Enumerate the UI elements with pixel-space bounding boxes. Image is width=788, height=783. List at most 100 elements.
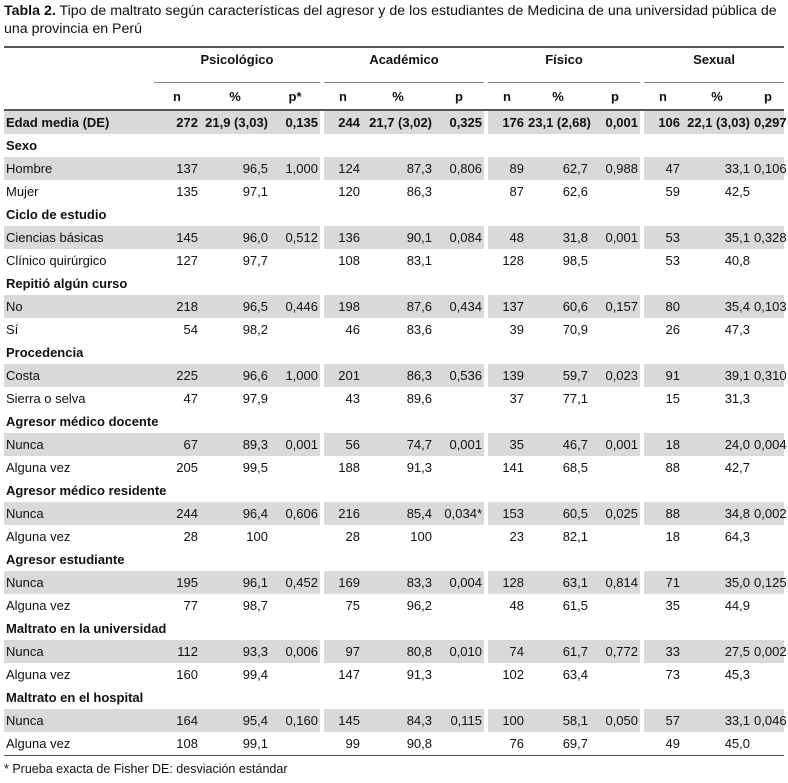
count-cell: 188: [338, 460, 360, 475]
value-cell: 62,6: [562, 184, 589, 199]
value-cell: 35,4: [682, 295, 753, 318]
value-cell: 85,4: [362, 502, 434, 525]
footnote: * Prueba exacta de Fisher DE: desviación…: [4, 762, 288, 776]
column-gap: [484, 709, 489, 732]
section-row: Procedencia: [4, 341, 784, 364]
group-header: Psicológico: [154, 46, 320, 83]
p-value-cell: 0,046: [752, 709, 787, 732]
p-value-cell: [434, 249, 484, 272]
row-label: Ciencias básicas: [4, 226, 154, 249]
count-cell: 76: [488, 732, 527, 756]
count-cell: 18: [665, 529, 681, 544]
count-cell: 244: [324, 110, 362, 134]
value-cell: 77,1: [562, 391, 589, 406]
value-cell: 74,7: [362, 433, 434, 456]
count-cell: 39: [509, 322, 525, 337]
p-value-cell: 0,084: [434, 226, 485, 249]
value-cell: 96,4: [200, 502, 270, 525]
value-cell: 31,3: [724, 391, 751, 406]
sub-header: p: [434, 82, 485, 111]
column-gap: [320, 456, 324, 479]
value-cell: 22,1 (3,03): [682, 110, 753, 134]
section-row: Agresor médico docente: [4, 410, 784, 433]
count-cell: 99: [324, 732, 362, 756]
row-label: Mujer: [6, 184, 39, 199]
column-gap: [484, 525, 489, 548]
sub-header: p: [752, 82, 785, 111]
count-cell: 28: [183, 529, 198, 544]
p-value-cell: 0,988: [590, 157, 641, 180]
value-cell: 40,8: [724, 253, 751, 268]
column-gap: [484, 249, 489, 272]
p-value-cell: [752, 456, 784, 479]
column-gap: [320, 502, 324, 525]
row-label: Nunca: [4, 709, 154, 732]
value-cell: 45,3: [724, 667, 751, 682]
count-cell: 112: [154, 640, 200, 663]
count-cell: 73: [665, 667, 681, 682]
p-value-cell: [270, 180, 320, 203]
row-label: Hombre: [4, 157, 154, 180]
section-row: Sexo: [4, 134, 784, 157]
group-header: Sexual: [644, 46, 785, 83]
section-label: Repitió algún curso: [6, 276, 128, 291]
value-cell: 99,5: [242, 460, 268, 475]
p-value-cell: 0,106: [752, 157, 787, 180]
column-gap: [484, 571, 489, 594]
p-value-cell: [434, 663, 484, 686]
value-cell: 34,8: [682, 502, 753, 525]
p-value-cell: 0,814: [590, 571, 641, 594]
p-value-cell: [434, 525, 484, 548]
count-cell: 26: [665, 322, 681, 337]
count-cell: 145: [154, 226, 200, 249]
table-caption: Tabla 2. Tipo de maltrato según caracter…: [4, 2, 784, 38]
section-row: Repitió algún curso: [4, 272, 784, 295]
count-cell: 91: [644, 364, 683, 387]
count-cell: 48: [488, 226, 527, 249]
value-cell: 83,1: [406, 253, 432, 268]
p-value-cell: [752, 180, 784, 203]
value-cell: 96,1: [200, 571, 270, 594]
count-cell: 56: [324, 433, 362, 456]
column-gap: [484, 157, 489, 180]
column-gap: [640, 709, 645, 732]
p-value-cell: [590, 594, 640, 617]
p-value-cell: [270, 525, 320, 548]
count-cell: 37: [509, 391, 525, 406]
p-value-cell: 0,004: [752, 433, 787, 456]
count-cell: 169: [324, 571, 362, 594]
value-cell: 86,3: [406, 184, 432, 199]
count-cell: 33: [644, 640, 683, 663]
column-gap: [640, 640, 645, 663]
count-cell: 35: [665, 598, 681, 613]
sub-header: n: [644, 82, 683, 111]
value-cell: 98,5: [562, 253, 589, 268]
sub-header: p*: [270, 82, 320, 111]
sub-header: %: [200, 82, 270, 111]
p-value-cell: [434, 180, 484, 203]
value-cell: 33,1: [682, 157, 753, 180]
column-gap: [640, 180, 645, 203]
column-gap: [640, 663, 645, 686]
value-cell: 100: [410, 529, 432, 544]
table-row: Hombre 137 96,5 1,000 124 87,3 0,806 89 62,7 0,98…: [4, 157, 787, 180]
column-gap: [484, 46, 489, 83]
value-cell: 96,6: [200, 364, 270, 387]
value-cell: 68,5: [562, 460, 589, 475]
p-value-cell: 0,135: [270, 110, 320, 134]
count-cell: 74: [488, 640, 527, 663]
value-cell: 33,1: [682, 709, 753, 732]
column-gap: [320, 640, 324, 663]
count-cell: 108: [338, 253, 360, 268]
count-cell: 201: [324, 364, 362, 387]
p-value-cell: 0,297: [752, 110, 787, 134]
count-cell: 100: [488, 709, 527, 732]
p-value-cell: 0,452: [270, 571, 320, 594]
value-cell: 96,5: [200, 295, 270, 318]
column-gap: [640, 110, 645, 134]
value-cell: 99,4: [242, 667, 268, 682]
table-row: Nunca 244 96,4 0,606 216 85,4 0,034* 153 60,5 0,0…: [4, 502, 787, 525]
count-cell: 77: [183, 598, 198, 613]
p-value-cell: [590, 663, 640, 686]
p-value-cell: [434, 456, 484, 479]
